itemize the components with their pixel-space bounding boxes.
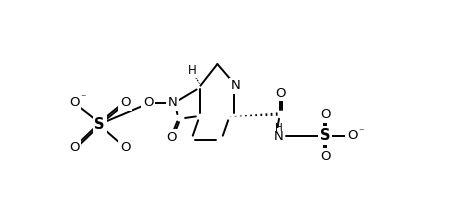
Text: O: O <box>120 141 130 154</box>
Text: H: H <box>188 64 196 77</box>
Text: O: O <box>320 150 330 163</box>
Text: S: S <box>94 117 105 132</box>
Text: H: H <box>275 123 283 133</box>
Text: O: O <box>69 141 79 154</box>
Text: O: O <box>275 87 286 100</box>
Text: O: O <box>69 96 79 109</box>
Text: N: N <box>231 79 241 92</box>
Text: O: O <box>120 96 130 109</box>
Text: O: O <box>166 131 176 144</box>
Text: O: O <box>347 129 357 142</box>
Text: N: N <box>274 130 284 143</box>
Text: S: S <box>320 128 330 143</box>
Text: O: O <box>143 96 154 109</box>
Text: N: N <box>168 96 178 109</box>
Text: ⁻: ⁻ <box>358 127 363 137</box>
Text: ⁻: ⁻ <box>80 94 85 104</box>
Text: O: O <box>320 108 330 121</box>
